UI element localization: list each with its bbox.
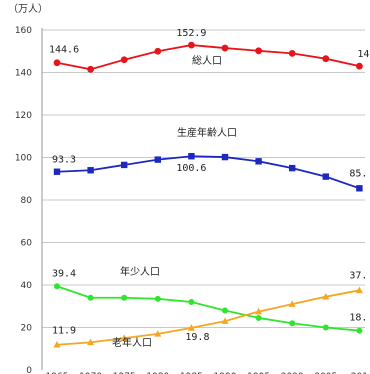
point-s1-1 (87, 167, 94, 174)
point-s0-1 (87, 65, 94, 73)
point-s3-0 (53, 340, 61, 348)
point-s3-4 (187, 324, 195, 331)
series-line-0 (56, 44, 360, 71)
point-s2-8 (322, 324, 329, 331)
x-tick-1990: 1990 (214, 372, 237, 374)
data-label-s1-9: 85. (349, 168, 367, 179)
point-s1-0 (53, 168, 61, 175)
point-s0-5 (221, 44, 229, 52)
data-label-s1-0: 93.3 (52, 155, 76, 166)
point-s0-2 (120, 56, 128, 64)
series-line-3 (56, 289, 360, 346)
point-s3-7 (288, 300, 296, 307)
x-tick-1995: 1995 (247, 372, 270, 374)
point-s3-5 (221, 317, 229, 324)
point-s0-7 (288, 49, 296, 57)
point-s3-1 (87, 338, 95, 346)
x-tick-1980: 1980 (146, 372, 169, 374)
series-line-1 (56, 155, 360, 190)
point-s1-5 (221, 153, 229, 161)
point-s1-8 (322, 173, 329, 180)
data-labels: 144.6 152.9 143. 93.3 100.6 85. 39.4 18. 11.9 19.… (49, 28, 370, 343)
point-s2-7 (289, 320, 296, 327)
point-s2-6 (255, 314, 262, 321)
x-tick-1985: 1985 (180, 372, 203, 374)
y-tick-60: 60 (21, 239, 33, 249)
y-axis-unit: （万人） (8, 3, 48, 15)
point-s3-2 (120, 334, 128, 341)
y-tick-140: 140 (15, 69, 32, 79)
point-s1-9 (356, 185, 363, 192)
point-s1-7 (289, 164, 296, 172)
point-s0-4 (188, 41, 195, 49)
series-label-1: 生産年齢人口 (177, 126, 237, 139)
series-line-2 (56, 285, 360, 332)
data-label-s0-0: 144.6 (49, 45, 79, 56)
point-s3-8 (322, 292, 330, 300)
data-label-s0-9: 143. (357, 49, 370, 60)
point-s0-9 (356, 62, 363, 70)
y-tick-0: 0 (26, 366, 32, 374)
x-tick-2005: 2005 (314, 372, 337, 374)
x-tick-2000: 2000 (281, 372, 304, 374)
point-s1-2 (121, 161, 128, 169)
point-s2-5 (222, 307, 228, 314)
y-tick-120: 120 (15, 111, 32, 121)
series-label-0: 総人口 (192, 54, 222, 67)
data-label-s1-4: 100.6 (176, 163, 206, 174)
y-tick-20: 20 (21, 324, 33, 334)
y-tick-labels: 0 20 40 60 80 100 120 140 160 (15, 26, 32, 374)
point-s2-2 (121, 294, 128, 301)
y-tick-100: 100 (15, 154, 32, 164)
point-s1-3 (154, 156, 161, 163)
data-label-s2-9: 18. (349, 313, 367, 324)
point-s1-4 (188, 153, 195, 160)
data-label-s3-4: 19.8 (185, 332, 209, 343)
point-s2-1 (87, 294, 94, 301)
y-tick-160: 160 (15, 26, 32, 36)
point-s2-9 (356, 327, 363, 334)
x-tick-201: 201 (351, 372, 368, 374)
gridlines (42, 29, 365, 328)
data-label-s2-0: 39.4 (52, 268, 76, 279)
x-tick-1965: 1965 (46, 372, 69, 374)
point-s1-6 (255, 158, 262, 165)
series-label-2: 年少人口 (120, 265, 160, 278)
point-s0-6 (255, 47, 262, 55)
x-tick-1975: 1975 (113, 372, 136, 374)
series-lines (56, 44, 360, 346)
point-s3-3 (154, 330, 162, 337)
point-s2-3 (154, 295, 161, 302)
point-s0-8 (322, 55, 330, 63)
x-tick-labels: 1965 1970 1975 1980 1985 1990 1995 2000 2005 201 (46, 372, 368, 374)
y-tick-80: 80 (21, 196, 33, 206)
series-points (53, 41, 363, 348)
y-tick-40: 40 (21, 281, 33, 291)
point-s3-6 (255, 307, 263, 315)
point-s0-0 (53, 59, 61, 67)
series-label-3: 老年人口 (112, 336, 152, 349)
point-s0-3 (154, 47, 162, 55)
point-s2-0 (54, 283, 60, 290)
data-label-s3-9: 37. (349, 270, 367, 281)
point-s3-9 (355, 286, 363, 294)
data-label-s0-4: 152.9 (176, 28, 206, 39)
point-s2-4 (188, 299, 195, 305)
x-tick-1970: 1970 (79, 372, 102, 374)
data-label-s3-0: 11.9 (52, 326, 76, 337)
